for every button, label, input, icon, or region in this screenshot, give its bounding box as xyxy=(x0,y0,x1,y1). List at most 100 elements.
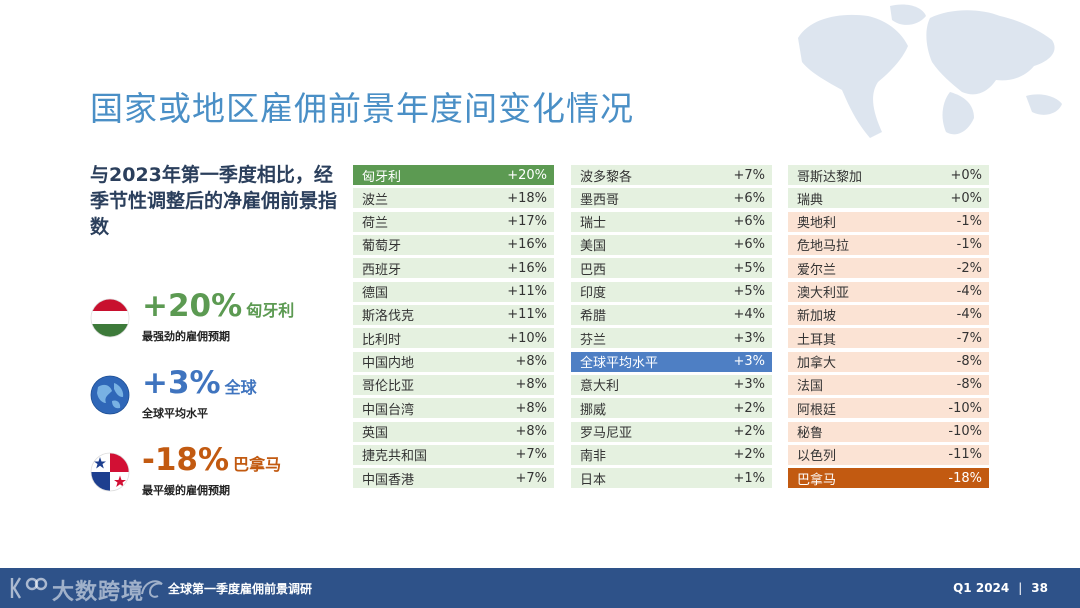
country-name: 荷兰 xyxy=(362,216,389,232)
table-row: 阿根廷 -10% xyxy=(788,398,989,419)
country-name: 西班牙 xyxy=(362,262,402,278)
highlight-desc: 全球平均水平 xyxy=(142,407,208,420)
country-name: 印度 xyxy=(580,286,607,302)
country-name: 瑞典 xyxy=(797,192,824,208)
table-row: 巴拿马 -18% xyxy=(788,468,989,489)
table-row: 印度 +5% xyxy=(571,281,772,302)
highlight-name: 巴拿马 xyxy=(233,455,282,474)
table-row: 日本 +1% xyxy=(571,468,772,489)
highlight-name: 匈牙利 xyxy=(246,301,295,320)
change-value: +0% xyxy=(950,167,982,183)
brand-logo-icon xyxy=(10,577,48,599)
table-row: 匈牙利 +20% xyxy=(353,165,554,185)
table-row: 比利时 +10% xyxy=(353,328,554,349)
table-row: 加拿大 -8% xyxy=(788,351,989,372)
table-row: 意大利 +3% xyxy=(571,374,772,395)
country-name: 意大利 xyxy=(580,379,620,395)
change-value: +2% xyxy=(733,447,765,463)
country-name: 全球平均水平 xyxy=(580,356,659,372)
country-name: 哥斯达黎加 xyxy=(797,169,863,185)
highlight-strongest: +20% 匈牙利 最强劲的雇佣预期 xyxy=(90,288,330,350)
table-row: 芬兰 +3% xyxy=(571,328,772,349)
table-row: 罗马尼亚 +2% xyxy=(571,421,772,442)
country-name: 巴西 xyxy=(580,262,607,278)
change-value: -10% xyxy=(948,400,982,416)
table-row: 荷兰 +17% xyxy=(353,211,554,232)
change-value: -8% xyxy=(956,377,982,393)
table-row: 中国内地 +8% xyxy=(353,351,554,372)
country-name: 奥地利 xyxy=(797,216,837,232)
table-row: 英国 +8% xyxy=(353,421,554,442)
change-value: +10% xyxy=(507,330,547,346)
panama-flag-icon xyxy=(90,452,130,492)
country-column-3: 哥斯达黎加 +0% 瑞典 +0% 奥地利 -1% 危地马拉 -1% 爱尔兰 -2% 澳大利亚 -4% 新… xyxy=(788,165,989,492)
country-name: 捷克共和国 xyxy=(362,449,428,465)
table-row: 瑞士 +6% xyxy=(571,211,772,232)
table-row: 波多黎各 +7% xyxy=(571,165,772,185)
country-name: 挪威 xyxy=(580,402,607,418)
change-value: +2% xyxy=(733,400,765,416)
change-value: +7% xyxy=(515,470,547,486)
country-name: 比利时 xyxy=(362,332,402,348)
table-row: 墨西哥 +6% xyxy=(571,188,772,209)
country-name: 德国 xyxy=(362,286,389,302)
change-value: -4% xyxy=(956,284,982,300)
country-name: 芬兰 xyxy=(580,332,607,348)
world-map-graphic xyxy=(798,4,1062,139)
table-row: 捷克共和国 +7% xyxy=(353,444,554,465)
country-name: 中国内地 xyxy=(362,356,415,372)
highlight-value: -18% 巴拿马 xyxy=(142,442,282,478)
change-value: +3% xyxy=(733,377,765,393)
country-name: 爱尔兰 xyxy=(797,262,837,278)
table-row: 中国台湾 +8% xyxy=(353,398,554,419)
subtitle: 与2023年第一季度相比，经季节性调整后的净雇佣前景指数 xyxy=(90,164,338,238)
change-value: -1% xyxy=(956,237,982,253)
change-value: +1% xyxy=(733,470,765,486)
country-name: 中国香港 xyxy=(362,472,415,488)
table-row: 美国 +6% xyxy=(571,234,772,255)
change-value: +3% xyxy=(733,330,765,346)
change-value: -2% xyxy=(956,260,982,276)
change-value: -8% xyxy=(956,354,982,370)
table-row: 巴西 +5% xyxy=(571,258,772,279)
change-value: +11% xyxy=(507,307,547,323)
highlight-value: +20% 匈牙利 xyxy=(142,288,295,324)
change-value: +8% xyxy=(515,400,547,416)
table-row: 土耳其 -7% xyxy=(788,328,989,349)
country-name: 以色列 xyxy=(797,449,837,465)
change-value: +11% xyxy=(507,284,547,300)
change-value: +17% xyxy=(507,214,547,230)
country-name: 波兰 xyxy=(362,192,389,208)
table-row: 全球平均水平 +3% xyxy=(571,351,772,372)
separator: | xyxy=(1018,581,1023,595)
table-row: 以色列 -11% xyxy=(788,444,989,465)
table-row: 哥伦比亚 +8% xyxy=(353,374,554,395)
change-value: +6% xyxy=(733,237,765,253)
page-title: 国家或地区雇佣前景年度间变化情况 xyxy=(90,89,634,128)
table-row: 斯洛伐克 +11% xyxy=(353,304,554,325)
change-value: +8% xyxy=(515,424,547,440)
table-row: 危地马拉 -1% xyxy=(788,234,989,255)
table-row: 秘鲁 -10% xyxy=(788,421,989,442)
table-row: 爱尔兰 -2% xyxy=(788,258,989,279)
change-value: +5% xyxy=(733,284,765,300)
globe-icon xyxy=(90,375,130,415)
change-value: +7% xyxy=(515,447,547,463)
country-name: 土耳其 xyxy=(797,332,837,348)
country-name: 墨西哥 xyxy=(580,192,620,208)
table-row: 南非 +2% xyxy=(571,444,772,465)
country-name: 斯洛伐克 xyxy=(362,309,415,325)
country-name: 匈牙利 xyxy=(362,169,402,185)
change-value: -18% xyxy=(948,470,982,486)
table-row: 哥斯达黎加 +0% xyxy=(788,165,989,185)
change-value: +7% xyxy=(733,167,765,183)
table-row: 新加坡 -4% xyxy=(788,304,989,325)
change-value: +8% xyxy=(515,377,547,393)
country-name: 新加坡 xyxy=(797,309,837,325)
change-value: -10% xyxy=(948,424,982,440)
country-name: 罗马尼亚 xyxy=(580,426,633,442)
change-value: +16% xyxy=(507,237,547,253)
country-name: 哥伦比亚 xyxy=(362,379,415,395)
change-value: +2% xyxy=(733,424,765,440)
page-info: Q1 2024 | 38 xyxy=(953,581,1048,595)
